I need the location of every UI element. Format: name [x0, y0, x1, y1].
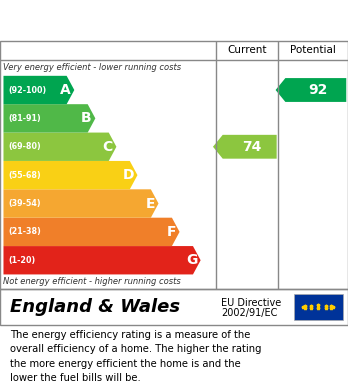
- Text: 74: 74: [242, 140, 261, 154]
- Text: 92: 92: [308, 83, 327, 97]
- Text: C: C: [103, 140, 113, 154]
- Polygon shape: [3, 161, 137, 189]
- Bar: [294, 294, 343, 320]
- Text: England & Wales: England & Wales: [10, 298, 181, 316]
- Polygon shape: [3, 76, 74, 104]
- Text: A: A: [60, 83, 71, 97]
- Text: (21-38): (21-38): [9, 228, 41, 237]
- Text: F: F: [167, 225, 176, 239]
- Polygon shape: [3, 246, 200, 274]
- Polygon shape: [276, 78, 346, 102]
- Text: (92-100): (92-100): [9, 86, 47, 95]
- Text: D: D: [122, 168, 134, 182]
- Text: (1-20): (1-20): [9, 256, 36, 265]
- Text: G: G: [186, 253, 197, 267]
- Text: Current: Current: [227, 45, 267, 56]
- Text: The energy efficiency rating is a measure of the
overall efficiency of a home. T: The energy efficiency rating is a measur…: [10, 330, 262, 383]
- Text: (55-68): (55-68): [9, 170, 41, 179]
- Polygon shape: [3, 133, 116, 161]
- Text: Not energy efficient - higher running costs: Not energy efficient - higher running co…: [3, 277, 181, 286]
- Text: B: B: [81, 111, 92, 126]
- Text: (69-80): (69-80): [9, 142, 41, 151]
- Polygon shape: [3, 104, 95, 133]
- Text: Potential: Potential: [290, 45, 336, 56]
- Polygon shape: [3, 218, 180, 246]
- Text: (39-54): (39-54): [9, 199, 41, 208]
- Polygon shape: [213, 135, 277, 159]
- Polygon shape: [3, 189, 159, 218]
- Text: EU Directive: EU Directive: [221, 298, 281, 308]
- Text: E: E: [145, 197, 155, 210]
- Text: (81-91): (81-91): [9, 114, 41, 123]
- Text: 2002/91/EC: 2002/91/EC: [221, 308, 277, 318]
- Text: Very energy efficient - lower running costs: Very energy efficient - lower running co…: [3, 63, 182, 72]
- Text: Energy Efficiency Rating: Energy Efficiency Rating: [10, 15, 232, 30]
